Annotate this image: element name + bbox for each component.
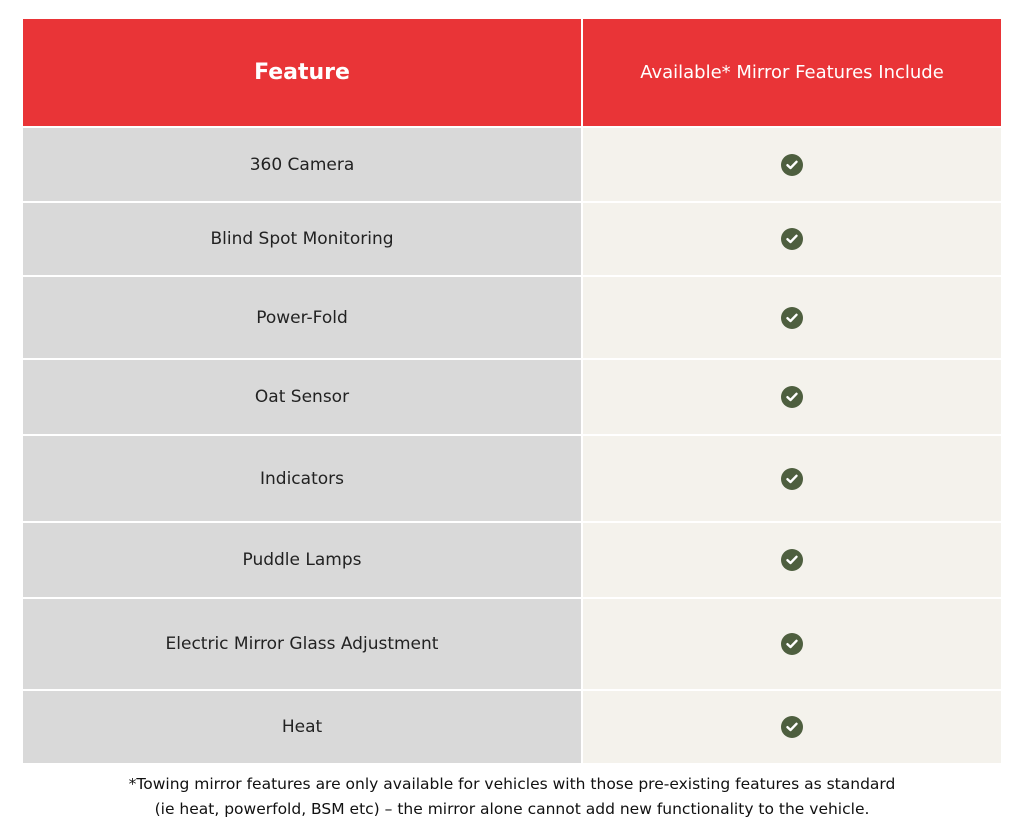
availability-cell	[583, 523, 1001, 597]
check-circle-icon	[781, 633, 803, 655]
header-feature: Feature	[23, 19, 581, 126]
table-row: Oat Sensor	[23, 360, 1001, 434]
check-circle-icon	[781, 549, 803, 571]
check-circle-icon	[781, 716, 803, 738]
check-circle-icon	[781, 153, 803, 176]
availability-cell	[583, 203, 1001, 275]
footnote-line-1: *Towing mirror features are only availab…	[128, 775, 896, 793]
table-row: Indicators	[23, 436, 1001, 521]
table-row: Puddle Lamps	[23, 523, 1001, 597]
availability-cell	[583, 599, 1001, 689]
features-table: Feature Available* Mirror Features Inclu…	[23, 19, 1001, 765]
feature-name: Blind Spot Monitoring	[23, 203, 581, 275]
feature-name: Heat	[23, 691, 581, 763]
footnote: *Towing mirror features are only availab…	[0, 772, 1024, 822]
check-circle-icon	[781, 386, 803, 408]
table-header: Feature Available* Mirror Features Inclu…	[23, 19, 1001, 126]
feature-name: Oat Sensor	[23, 360, 581, 434]
availability-cell	[583, 277, 1001, 358]
availability-cell	[583, 128, 1001, 201]
feature-name: Indicators	[23, 436, 581, 521]
table-row: Blind Spot Monitoring	[23, 203, 1001, 275]
feature-name: Electric Mirror Glass Adjustment	[23, 599, 581, 689]
feature-name: 360 Camera	[23, 128, 581, 201]
table-row: Power-Fold	[23, 277, 1001, 358]
header-available: Available* Mirror Features Include	[583, 19, 1001, 126]
availability-cell	[583, 360, 1001, 434]
feature-name: Power-Fold	[23, 277, 581, 358]
feature-name: Puddle Lamps	[23, 523, 581, 597]
check-circle-icon	[781, 228, 803, 250]
table-row: Electric Mirror Glass Adjustment	[23, 599, 1001, 689]
availability-cell	[583, 436, 1001, 521]
table-row: 360 Camera	[23, 128, 1001, 201]
footnote-line-2: (ie heat, powerfold, BSM etc) – the mirr…	[154, 800, 870, 818]
check-circle-icon	[781, 306, 803, 329]
table-row: Heat	[23, 691, 1001, 763]
check-circle-icon	[781, 467, 803, 490]
availability-cell	[583, 691, 1001, 763]
